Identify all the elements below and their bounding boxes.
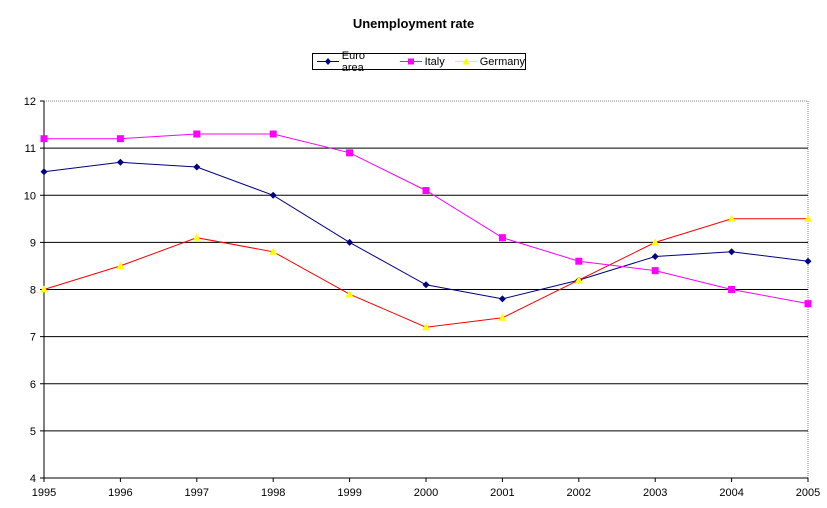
data-point-germany-1998	[269, 247, 278, 255]
data-point-italy-1999	[346, 149, 354, 157]
y-tick-label-6: 6	[30, 379, 36, 391]
data-point-italy-1995	[40, 135, 48, 143]
data-point-germany-2000	[422, 323, 430, 331]
data-point-italy-2000	[422, 187, 430, 195]
y-tick-label-4: 4	[30, 473, 36, 485]
x-tick-label-2001: 2001	[490, 487, 514, 499]
data-point-italy-1998	[269, 130, 277, 138]
data-point-italy-2002	[575, 257, 583, 265]
data-point-euro-area-1997	[193, 163, 201, 171]
y-tick-label-10: 10	[24, 190, 36, 202]
data-point-italy-1997	[193, 130, 201, 138]
series-line-germany	[43, 218, 808, 328]
data-point-germany-1999	[345, 290, 354, 298]
y-tick-label-11: 11	[25, 143, 36, 155]
data-point-germany-2005	[804, 214, 812, 222]
y-tick-label-5: 5	[30, 426, 36, 438]
y-tick-label-12: 12	[24, 96, 36, 108]
chart-title: Unemployment rate	[352, 16, 475, 31]
legend-swatch-germany	[454, 58, 477, 65]
data-point-italy-1996	[116, 135, 124, 143]
x-tick-label-2000: 2000	[414, 487, 438, 499]
data-point-germany-2003	[651, 238, 660, 246]
data-point-italy-2003	[651, 267, 659, 275]
x-tick-label-1999: 1999	[337, 487, 361, 499]
data-point-euro-area-1999	[346, 238, 354, 246]
x-tick-label-2003: 2003	[643, 487, 667, 499]
data-point-euro-area-2000	[422, 281, 430, 289]
legend-label-germany: Germany	[479, 55, 525, 68]
x-tick-label-2005: 2005	[796, 487, 820, 499]
data-point-euro-area-2003	[651, 253, 659, 261]
legend-item-euro-area: Euro area	[317, 50, 390, 74]
legend-item-germany: Germany	[454, 55, 525, 68]
data-point-euro-area-1996	[116, 158, 124, 166]
data-point-euro-area-2004	[728, 248, 736, 256]
data-point-germany-2001	[498, 313, 507, 321]
x-tick-label-1997: 1997	[185, 487, 209, 499]
data-point-euro-area-2005	[804, 257, 812, 265]
y-tick-label-9: 9	[30, 237, 36, 249]
series-line-italy	[44, 133, 809, 305]
data-point-germany-1995	[40, 285, 48, 293]
x-tick-label-1996: 1996	[108, 487, 132, 499]
data-point-italy-2004	[728, 286, 736, 293]
legend-swatch-euro-area	[317, 58, 339, 65]
chart-legend: Euro area Italy Germany	[312, 50, 526, 74]
legend-swatch-italy	[399, 58, 422, 65]
data-point-euro-area-1995	[40, 168, 48, 176]
data-point-italy-2005	[804, 300, 812, 308]
data-point-germany-2004	[727, 214, 736, 222]
data-point-euro-area-2001	[498, 295, 506, 303]
data-point-germany-1997	[192, 233, 201, 241]
legend-label-italy: Italy	[424, 55, 445, 68]
x-tick-label-2004: 2004	[719, 487, 743, 499]
x-tick-label-1998: 1998	[261, 487, 285, 499]
legend-item-italy: Italy	[399, 55, 445, 68]
y-tick-label-8: 8	[30, 285, 36, 297]
data-point-germany-2002	[574, 276, 583, 284]
legend-label-euro-area: Euro area	[341, 49, 366, 74]
data-point-italy-2001	[498, 234, 506, 242]
x-tick-label-1995: 1995	[32, 487, 56, 499]
x-tick-label-2002: 2002	[567, 487, 591, 499]
data-point-germany-1996	[116, 261, 125, 269]
y-tick-label-7: 7	[30, 332, 36, 344]
data-point-euro-area-1998	[269, 191, 277, 199]
